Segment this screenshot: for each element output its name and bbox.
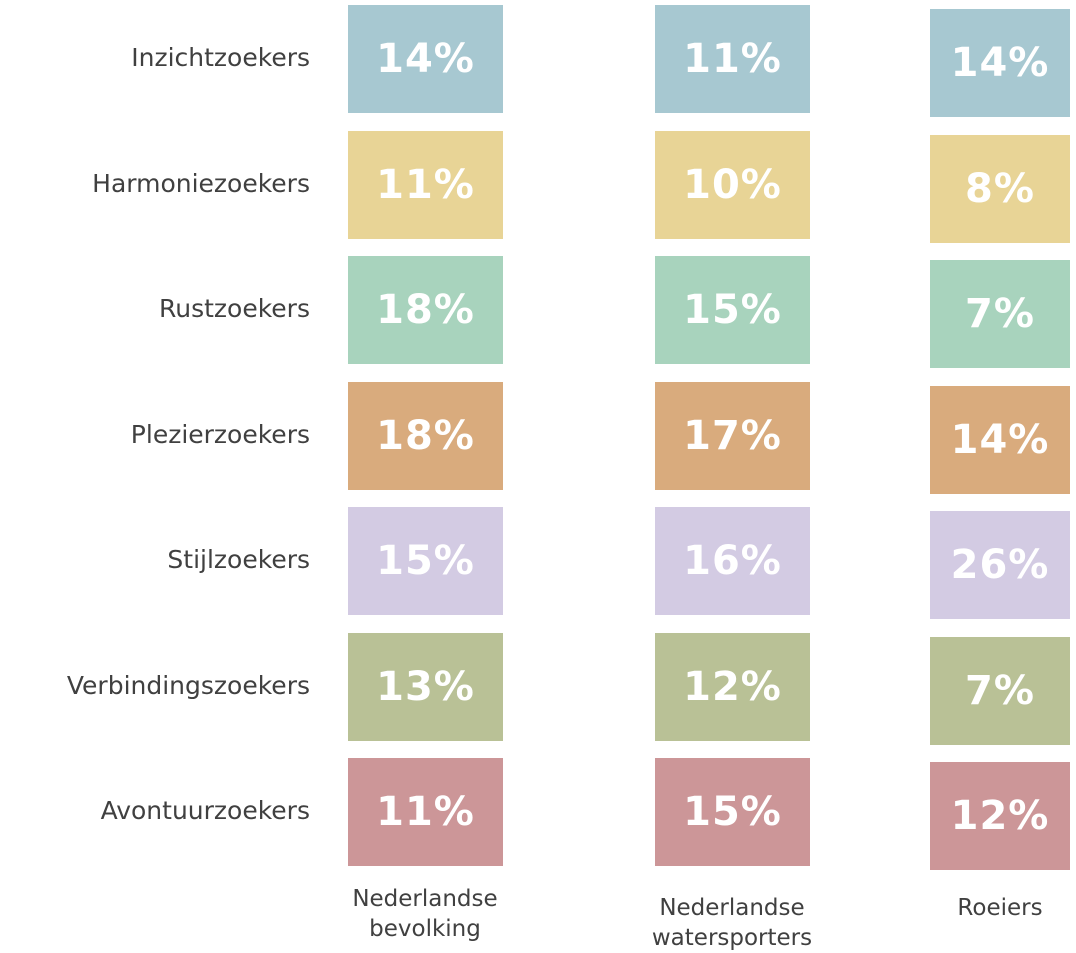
value-cell: 14% bbox=[930, 385, 1070, 494]
column-header: Nederlandse bevolking bbox=[352, 886, 498, 942]
row-label: Verbindingszoekers bbox=[66, 670, 310, 700]
value-cell: 18% bbox=[348, 381, 503, 490]
value-cell: 12% bbox=[655, 632, 810, 741]
row-label: Harmoniezoekers bbox=[92, 168, 310, 198]
value-cell: 10% bbox=[655, 130, 810, 239]
row-label: Avontuurzoekers bbox=[100, 796, 310, 825]
value-cell: 14% bbox=[930, 9, 1070, 117]
column-header: Roeiers bbox=[957, 895, 1043, 921]
value-cell: 18% bbox=[348, 256, 503, 364]
column-header: Nederlandse watersporters bbox=[651, 895, 813, 951]
value-cell: 15% bbox=[655, 758, 810, 866]
value-cell: 15% bbox=[348, 507, 503, 615]
value-cell: 11% bbox=[348, 130, 503, 239]
value-cell: 7% bbox=[930, 636, 1070, 745]
row-label: Stijlzoekers bbox=[167, 545, 310, 574]
value-cell: 7% bbox=[930, 260, 1070, 368]
value-cell: 26% bbox=[930, 511, 1070, 619]
value-cell: 11% bbox=[348, 758, 503, 866]
value-cell: 13% bbox=[348, 632, 503, 741]
row-label: Rustzoekers bbox=[159, 294, 310, 323]
row-label: Plezierzoekers bbox=[130, 419, 310, 449]
value-cell: 11% bbox=[655, 5, 810, 113]
row-label: Inzichtzoekers bbox=[131, 43, 310, 72]
value-cell: 14% bbox=[348, 5, 503, 113]
value-cell: 16% bbox=[655, 507, 810, 615]
value-cell: 12% bbox=[930, 762, 1070, 870]
value-cell: 15% bbox=[655, 256, 810, 364]
value-cell: 8% bbox=[930, 134, 1070, 243]
value-cell: 17% bbox=[655, 381, 810, 490]
